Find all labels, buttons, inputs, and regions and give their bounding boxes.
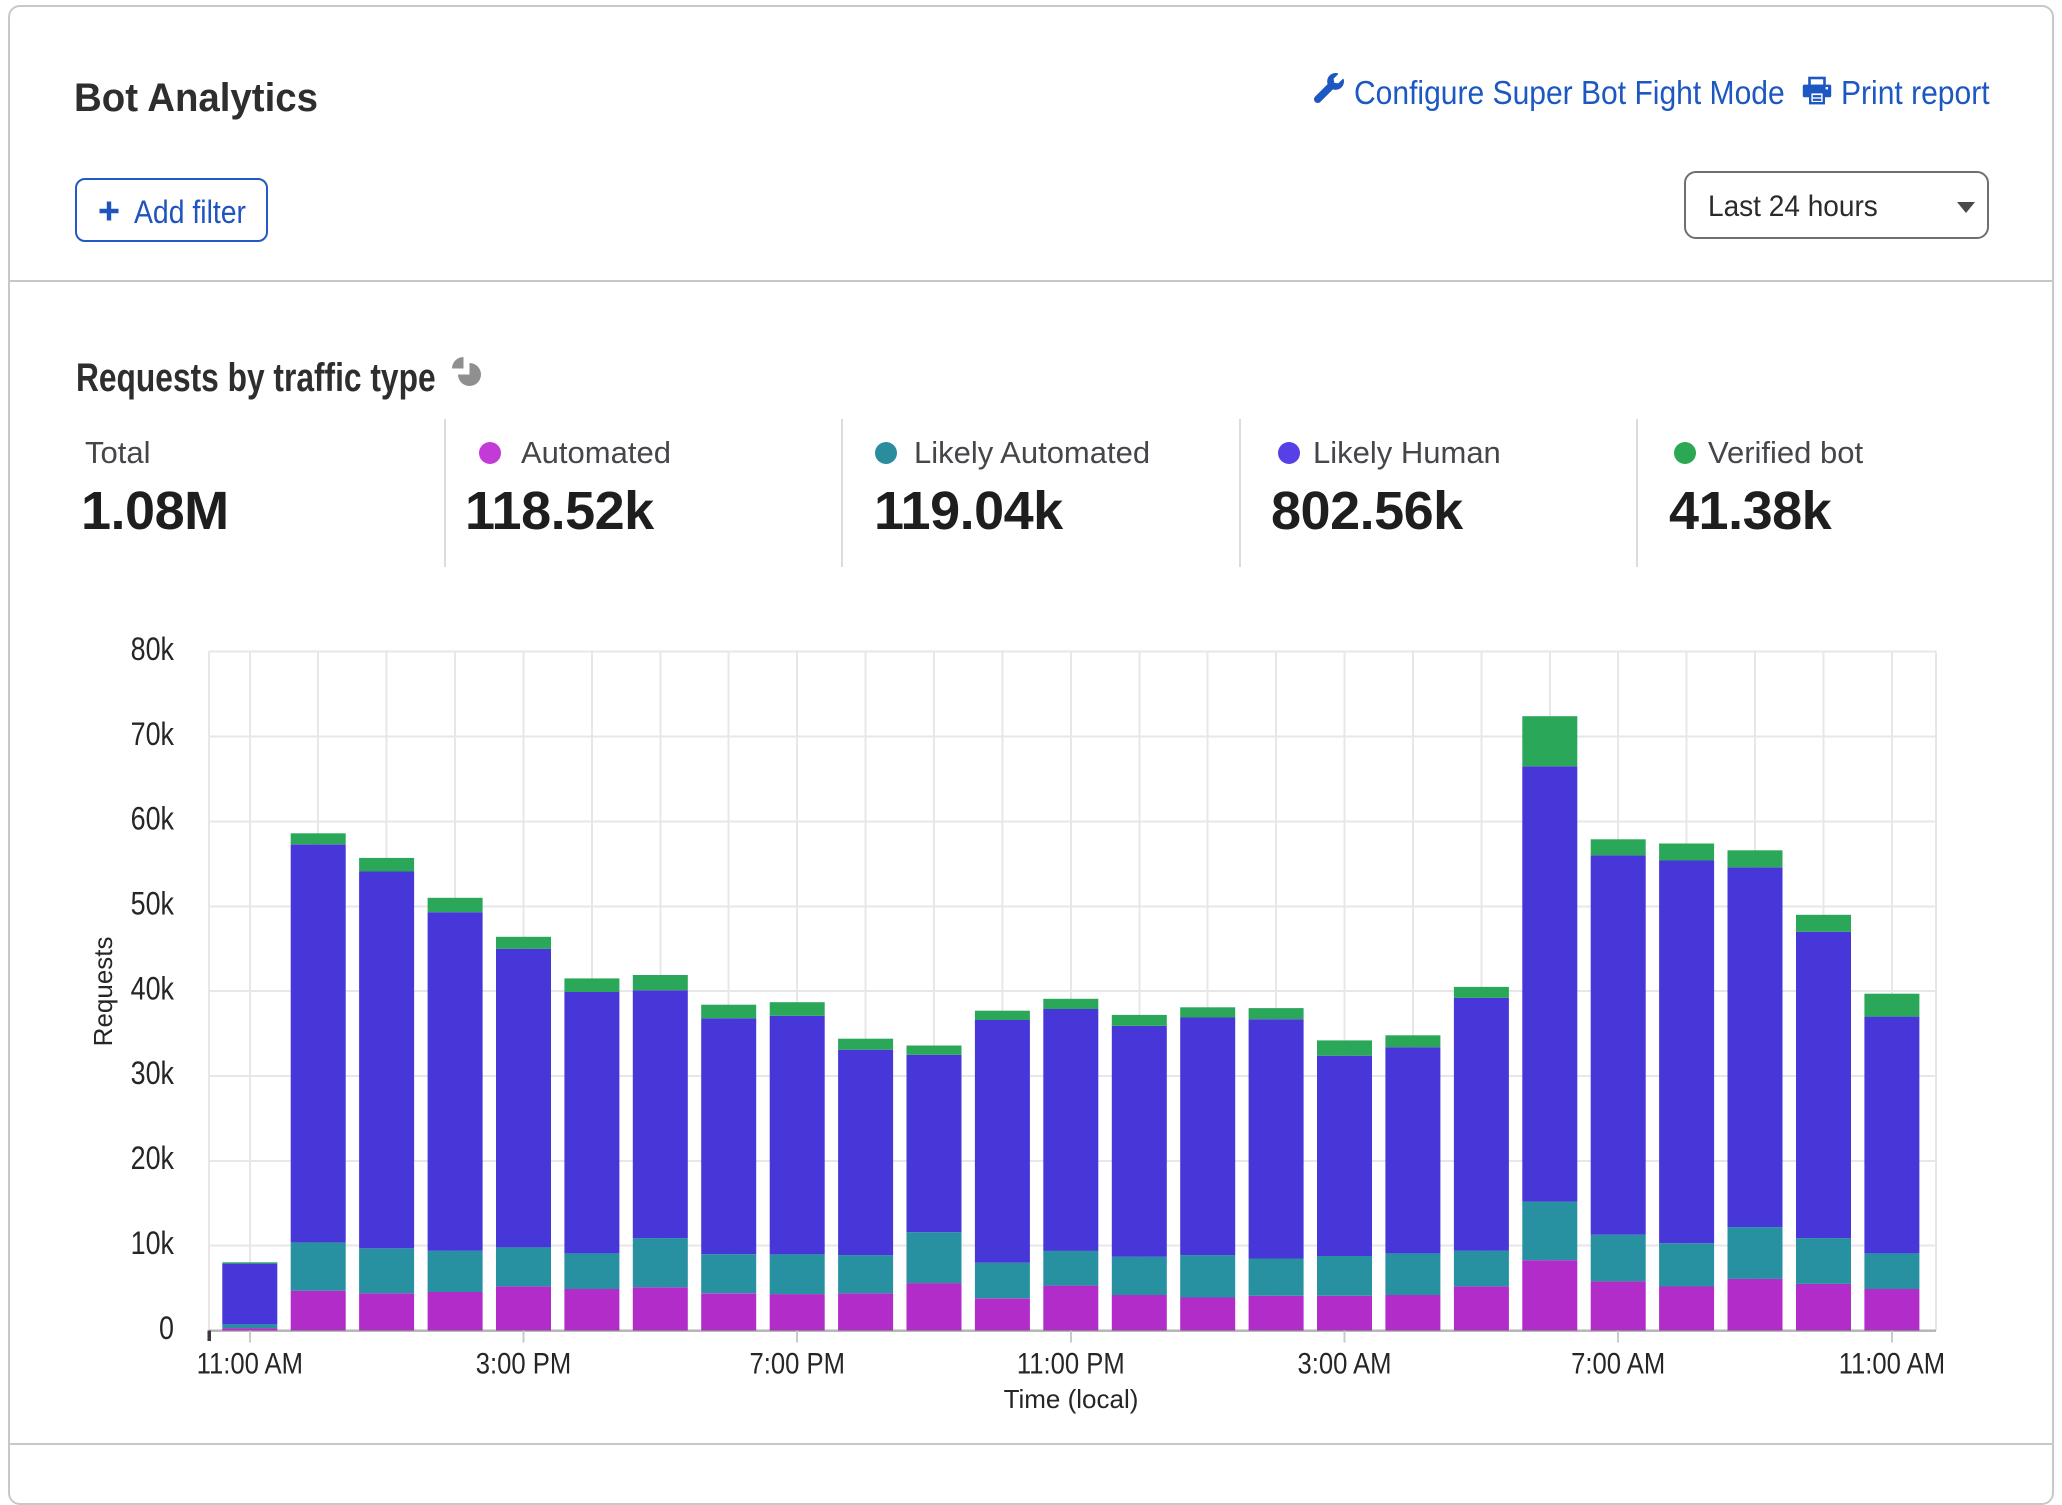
svg-text:20k: 20k	[131, 1141, 175, 1177]
svg-text:11:00 AM: 11:00 AM	[1839, 1347, 1945, 1380]
svg-text:Time (local): Time (local)	[1004, 1384, 1139, 1414]
svg-text:70k: 70k	[131, 717, 175, 753]
svg-text:Requests: Requests	[88, 936, 118, 1046]
svg-text:10k: 10k	[131, 1226, 175, 1262]
svg-text:0: 0	[159, 1311, 174, 1347]
svg-text:3:00 PM: 3:00 PM	[476, 1347, 571, 1380]
svg-text:7:00 AM: 7:00 AM	[1571, 1347, 1665, 1380]
svg-text:40k: 40k	[131, 971, 175, 1007]
svg-text:60k: 60k	[131, 801, 175, 837]
svg-text:11:00 PM: 11:00 PM	[1017, 1347, 1125, 1380]
svg-text:80k: 80k	[131, 632, 175, 668]
svg-text:7:00 PM: 7:00 PM	[749, 1347, 844, 1380]
svg-text:11:00 AM: 11:00 AM	[197, 1347, 303, 1380]
svg-text:3:00 AM: 3:00 AM	[1297, 1347, 1391, 1380]
svg-text:50k: 50k	[131, 886, 175, 922]
svg-text:30k: 30k	[131, 1056, 175, 1092]
